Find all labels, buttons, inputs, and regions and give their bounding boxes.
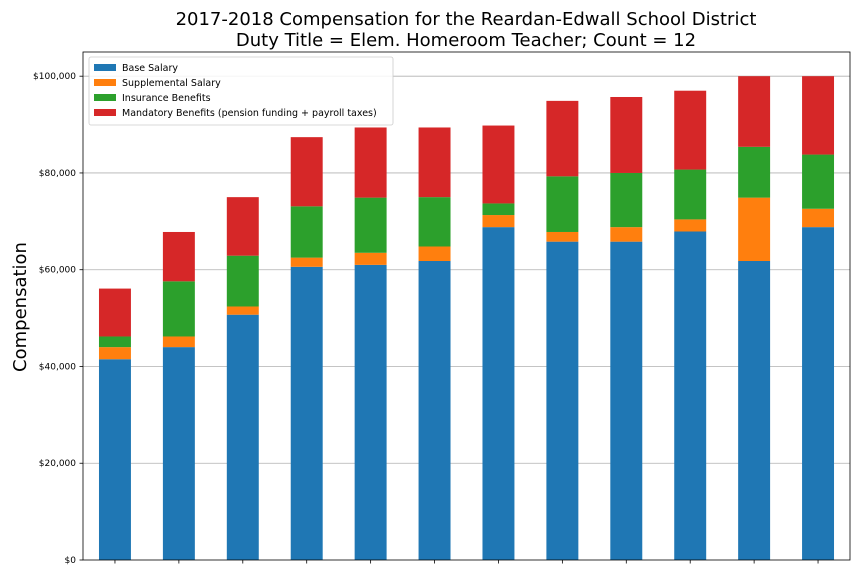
- bar-segment-1-series-1: [98, 359, 131, 560]
- y-axis-label: Compensation: [10, 242, 31, 372]
- legend-swatch-4: [94, 109, 116, 116]
- bar-segment-2-series-1: [162, 347, 195, 560]
- y-tick-label-3: $60,000: [39, 266, 76, 276]
- bar-segment-4-series-1: [290, 266, 323, 560]
- bar-segment-11-series-1: [738, 261, 771, 560]
- bar-segment-10-series-4: [674, 90, 707, 170]
- bar-segment-5-series-1: [354, 264, 387, 560]
- bar-segment-12-series-4: [802, 76, 835, 155]
- bar-segment-2-series-4: [162, 231, 195, 282]
- bar-segment-5-series-4: [354, 127, 387, 198]
- bar-segment-1-series-4: [98, 288, 131, 337]
- bar-segment-12-series-2: [802, 208, 835, 228]
- y-tick-label-4: $80,000: [39, 169, 76, 179]
- bar-segment-6-series-2: [418, 246, 451, 262]
- legend-label-1: Base Salary: [122, 63, 178, 74]
- bars: [98, 76, 835, 561]
- legend-label-2: Supplemental Salary: [122, 78, 221, 89]
- bar-segment-8-series-3: [546, 176, 579, 232]
- bar-segment-10-series-2: [674, 219, 707, 232]
- bar-segment-6-series-4: [418, 127, 451, 198]
- chart-title-line-1: 2017-2018 Compensation for the Reardan-E…: [176, 9, 757, 30]
- bar-segment-5-series-2: [354, 252, 387, 265]
- bar-segment-5-series-3: [354, 197, 387, 253]
- legend-label-4: Mandatory Benefits (pension funding + pa…: [122, 108, 377, 119]
- bar-segment-3-series-1: [226, 314, 259, 560]
- bar-segment-6-series-1: [418, 261, 451, 560]
- y-tick-label-2: $40,000: [39, 362, 76, 372]
- bar-segment-8-series-4: [546, 100, 579, 177]
- bar-segment-9-series-3: [610, 172, 643, 228]
- bar-segment-11-series-2: [738, 197, 771, 262]
- bar-segment-7-series-2: [482, 215, 515, 228]
- bar-segment-9-series-2: [610, 227, 643, 242]
- bar-segment-4-series-2: [290, 257, 323, 267]
- bar-segment-7-series-4: [482, 125, 515, 204]
- bar-segment-4-series-3: [290, 206, 323, 258]
- bar-segment-9-series-1: [610, 241, 643, 561]
- bar-segment-2-series-2: [162, 336, 195, 348]
- legend-label-3: Insurance Benefits: [122, 93, 211, 104]
- legend: Base Salary Supplemental Salary Insurance …: [88, 56, 394, 126]
- bar-segment-1-series-3: [98, 336, 131, 348]
- bar-segment-8-series-1: [546, 241, 579, 561]
- y-tick-label-0: $0: [65, 556, 77, 566]
- legend-box: [88, 56, 394, 126]
- bar-segment-2-series-3: [162, 281, 195, 337]
- bar-segment-3-series-3: [226, 255, 259, 307]
- bar-segment-12-series-1: [802, 227, 835, 561]
- bar-segment-6-series-3: [418, 197, 451, 247]
- bar-segment-3-series-4: [226, 197, 259, 256]
- gridlines: [83, 75, 850, 464]
- plot-frame: [82, 51, 851, 561]
- bar-segment-10-series-3: [674, 169, 707, 220]
- bar-segment-11-series-3: [738, 146, 771, 198]
- legend-swatch-1: [94, 64, 116, 71]
- bar-segment-7-series-1: [482, 227, 515, 561]
- bar-segment-1-series-2: [98, 347, 131, 360]
- bar-segment-8-series-2: [546, 231, 579, 242]
- bar-segment-4-series-4: [290, 137, 323, 207]
- axes: $0 $20,000 $40,000 $60,000 $80,000 $100,000: [33, 51, 851, 566]
- bar-segment-3-series-2: [226, 306, 259, 315]
- bar-segment-11-series-4: [738, 76, 771, 147]
- bar-segment-7-series-3: [482, 203, 515, 216]
- legend-swatch-2: [94, 79, 116, 86]
- y-tick-label-5: $100,000: [33, 72, 76, 82]
- bar-segment-10-series-1: [674, 231, 707, 560]
- legend-swatch-3: [94, 94, 116, 101]
- bar-segment-9-series-4: [610, 96, 643, 173]
- chart-title-line-2: Duty Title = Elem. Homeroom Teacher; Cou…: [236, 30, 696, 51]
- bar-segment-12-series-3: [802, 154, 835, 209]
- y-tick-label-1: $20,000: [39, 459, 76, 469]
